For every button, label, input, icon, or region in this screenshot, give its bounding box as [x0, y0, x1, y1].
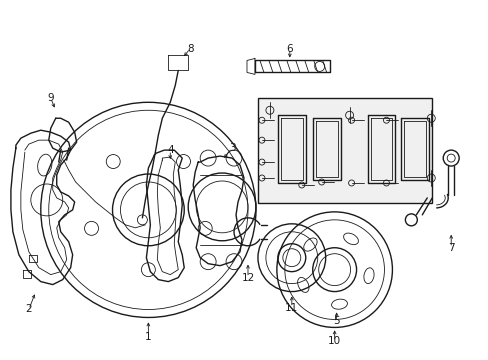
Text: 6: 6	[286, 44, 292, 54]
Text: 11: 11	[285, 302, 298, 312]
Text: 8: 8	[186, 44, 193, 54]
Text: 3: 3	[228, 143, 235, 153]
Text: 7: 7	[447, 243, 453, 253]
Text: 9: 9	[47, 93, 54, 103]
Text: 12: 12	[241, 273, 254, 283]
Text: 5: 5	[333, 316, 339, 327]
Text: 2: 2	[25, 305, 32, 315]
Text: 1: 1	[145, 332, 151, 342]
Bar	[258, 98, 431, 203]
Text: 4: 4	[166, 145, 173, 155]
Text: 10: 10	[327, 336, 341, 346]
